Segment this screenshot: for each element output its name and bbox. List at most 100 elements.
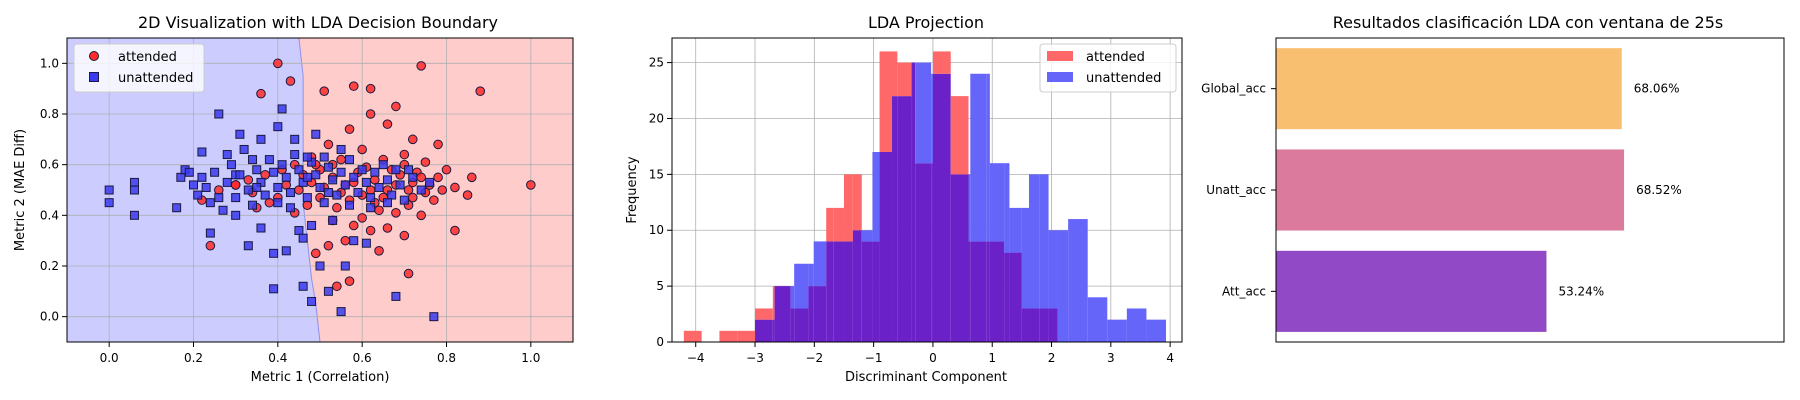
attended-point (403, 268, 414, 279)
histogram-unattended-bar (1029, 174, 1040, 309)
x-tick-label: 0.8 (437, 351, 456, 365)
unattended-point (349, 236, 359, 246)
y-tick-label: 0.4 (40, 208, 59, 222)
scatter-points (104, 58, 536, 322)
histogram-attended-bar (755, 308, 773, 320)
unattended-point (197, 147, 207, 157)
value-label: 68.06% (1634, 82, 1680, 96)
attended-point (475, 86, 486, 96)
unattended-point (256, 223, 266, 233)
histogram-unattended-bar (813, 241, 827, 287)
unattended-point (189, 180, 198, 190)
histogram-overlap-bar (861, 241, 873, 342)
unattended-point (176, 172, 186, 182)
attended-point (374, 205, 384, 216)
unattended-point (336, 167, 346, 177)
x-tick-label: 0.0 (100, 351, 119, 365)
attended-point (273, 58, 283, 69)
attended-point (285, 76, 296, 86)
unattended-point (302, 193, 312, 203)
unattended-point (214, 109, 224, 119)
unattended-point (340, 261, 350, 271)
unattended-point (239, 144, 249, 154)
attended-point (403, 185, 414, 195)
unattended-point (319, 152, 329, 162)
histogram-overlap-bar (843, 241, 853, 342)
unattended-point (425, 177, 435, 187)
histogram-overlap-bar (1021, 308, 1029, 342)
unattended-point (104, 198, 114, 208)
unattended-point (404, 165, 414, 175)
unattended-point (416, 185, 426, 195)
attended-point (230, 180, 241, 190)
y-tick-label: 0 (656, 335, 664, 349)
unattended-point (290, 150, 300, 160)
y-tick-label: 20 (649, 111, 664, 125)
unattended-point (399, 195, 409, 205)
x-tick-label: −3 (746, 351, 764, 365)
attended-point (365, 83, 376, 94)
unattended-point (311, 170, 321, 180)
unattended-point (281, 246, 291, 256)
unattended-point (366, 203, 376, 213)
category-label: Att_acc (1222, 284, 1266, 298)
attended-point (332, 281, 342, 292)
y-tick-label: 10 (649, 223, 664, 237)
unattended-point (226, 160, 236, 170)
unattended-point (285, 188, 295, 198)
attended-point (323, 240, 334, 251)
histogram-overlap-bar (813, 286, 827, 342)
unattended-point (222, 177, 232, 187)
histogram-overlap-bar (950, 174, 969, 342)
value-label: 53.24% (1558, 284, 1604, 298)
unattended-point (323, 162, 333, 172)
histogram-bars (683, 51, 1166, 343)
unattended-point (302, 152, 312, 162)
unattended-point (382, 175, 392, 185)
legend-unattended-marker (89, 72, 99, 82)
unattended-point (315, 261, 325, 271)
histogram-overlap-bar (808, 286, 814, 342)
histogram-unattended-bar (1021, 207, 1029, 309)
category-label: Unatt_acc (1206, 183, 1266, 197)
attended-point (348, 81, 359, 91)
unattended-point (357, 165, 367, 175)
unattended-point (349, 172, 359, 182)
histogram-overlap-bar (1009, 252, 1022, 342)
unattended-point (429, 312, 439, 322)
histogram-overlap-bar (794, 308, 809, 342)
unattended-point (391, 291, 401, 301)
histogram-unattended-bar (861, 230, 873, 242)
attended-point (281, 180, 292, 190)
legend-unattended-label: unattended (118, 71, 193, 86)
attended-point (391, 101, 401, 112)
histogram-unattended-bar (1107, 319, 1127, 342)
scatter-legend: attended unattended (73, 43, 205, 93)
histogram-attended-bar (950, 96, 969, 175)
unattended-point (311, 129, 321, 139)
unattended-point (361, 177, 371, 187)
unattended-point (277, 160, 287, 170)
unattended-point (231, 210, 241, 220)
legend-attended-swatch (1047, 51, 1073, 61)
x-tick-label: 0.4 (268, 351, 287, 365)
unattended-point (332, 190, 342, 200)
histogram-unattended-bar (1068, 219, 1088, 342)
x-tick-label: 1.0 (521, 351, 540, 365)
attended-point (462, 190, 473, 200)
unattended-point (361, 238, 371, 248)
unattended-point (391, 165, 401, 175)
attended-point (340, 235, 351, 246)
histogram-legend: attended unattended (1039, 43, 1177, 93)
unattended-point (290, 134, 300, 144)
unattended-point (197, 172, 207, 182)
histogram-unattended-bar (1048, 230, 1058, 309)
x-tick-label: −2 (805, 351, 823, 365)
unattended-point (353, 188, 363, 198)
y-tick-label: 0.0 (40, 310, 59, 324)
histogram-attended-bar (843, 174, 853, 242)
histogram-unattended-bar (931, 73, 933, 164)
unattended-point (285, 203, 295, 213)
legend-attended-label: attended (118, 50, 177, 65)
scatter-xlabel: Metric 1 (Correlation) (251, 370, 390, 385)
